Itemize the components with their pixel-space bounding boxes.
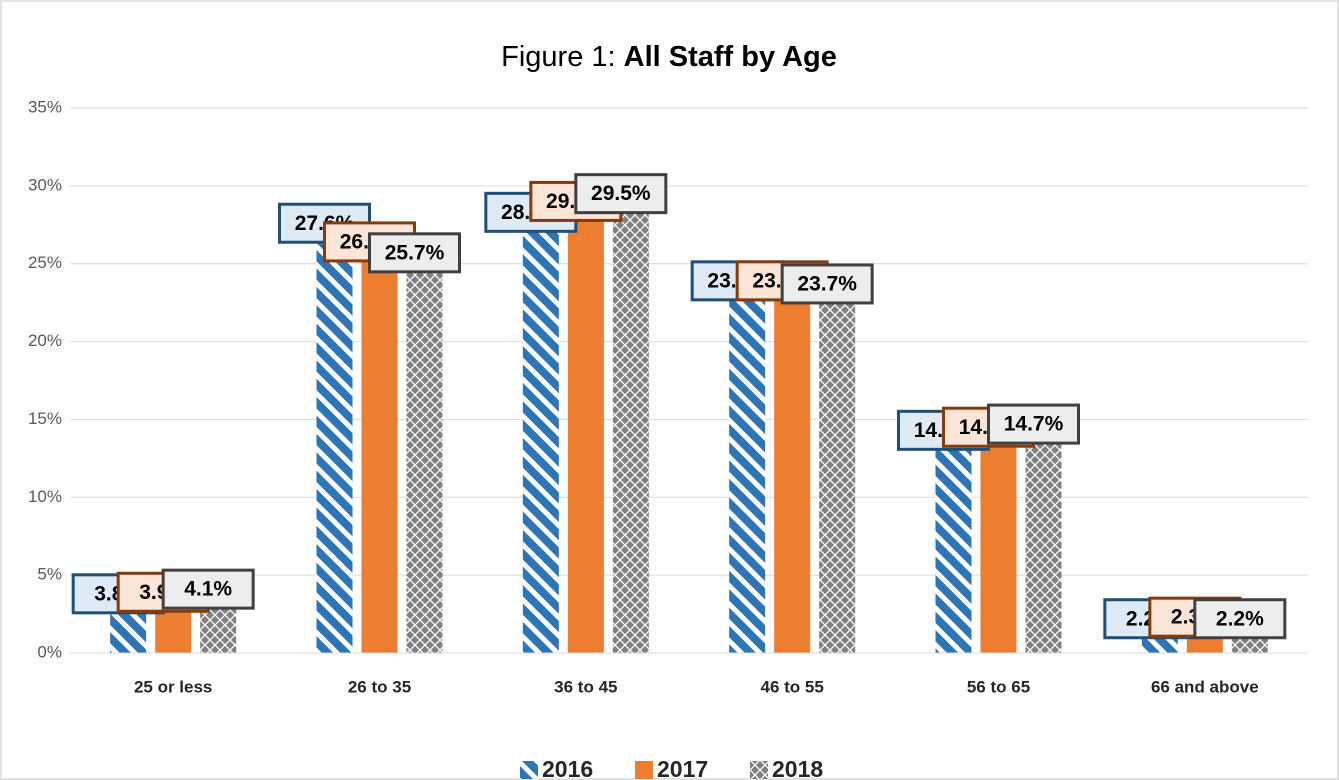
y-tick-label: 35% — [28, 97, 62, 116]
bar — [612, 193, 649, 653]
x-tick-label: 46 to 55 — [761, 677, 824, 696]
y-tick-label: 25% — [28, 253, 62, 272]
legend-swatch — [635, 761, 653, 779]
bar — [935, 430, 972, 653]
data-label: 14.7% — [1004, 413, 1064, 436]
title-main: All Staff by Age — [624, 41, 837, 73]
x-tick-label: 36 to 45 — [554, 677, 617, 696]
data-label-box — [1193, 598, 1287, 640]
y-tick-label: 10% — [28, 487, 62, 506]
x-tick-label: 66 and above — [1151, 677, 1259, 696]
data-label-box — [987, 403, 1080, 445]
legend-label: 2017 — [657, 756, 708, 780]
y-tick-label: 20% — [28, 331, 62, 350]
x-tick-label: 56 to 65 — [967, 677, 1030, 696]
data-label-box — [574, 173, 668, 215]
bar — [406, 252, 443, 654]
bar — [522, 212, 559, 654]
data-label: 29.5% — [591, 182, 651, 205]
y-tick-label: 15% — [28, 409, 62, 428]
x-tick-label: 26 to 35 — [348, 677, 411, 696]
x-tick-label: 25 or less — [134, 677, 212, 696]
legend-swatch — [750, 761, 768, 779]
data-label: 23.7% — [797, 273, 857, 296]
chart-title: Figure 1: All Staff by Age — [501, 41, 837, 73]
legend-swatch — [520, 761, 538, 779]
data-label: 2.2% — [1216, 607, 1264, 630]
legend-label: 2016 — [542, 756, 593, 780]
bar — [774, 280, 811, 653]
data-label-box — [780, 263, 874, 305]
data-label-box — [368, 232, 461, 274]
bar — [1025, 424, 1062, 653]
bar — [980, 427, 1017, 653]
y-tick-label: 30% — [28, 175, 62, 194]
data-label: 4.1% — [184, 578, 232, 601]
y-tick-label: 5% — [37, 565, 62, 584]
data-label: 25.7% — [385, 241, 445, 264]
bar — [819, 283, 856, 653]
bar — [729, 280, 766, 653]
bar — [316, 223, 353, 653]
bar — [361, 241, 398, 653]
y-tick-label: 0% — [37, 642, 62, 661]
data-label-box — [161, 568, 255, 610]
title-prefix: Figure 1: — [501, 41, 615, 73]
legend-label: 2018 — [772, 756, 823, 780]
bar — [567, 201, 604, 653]
